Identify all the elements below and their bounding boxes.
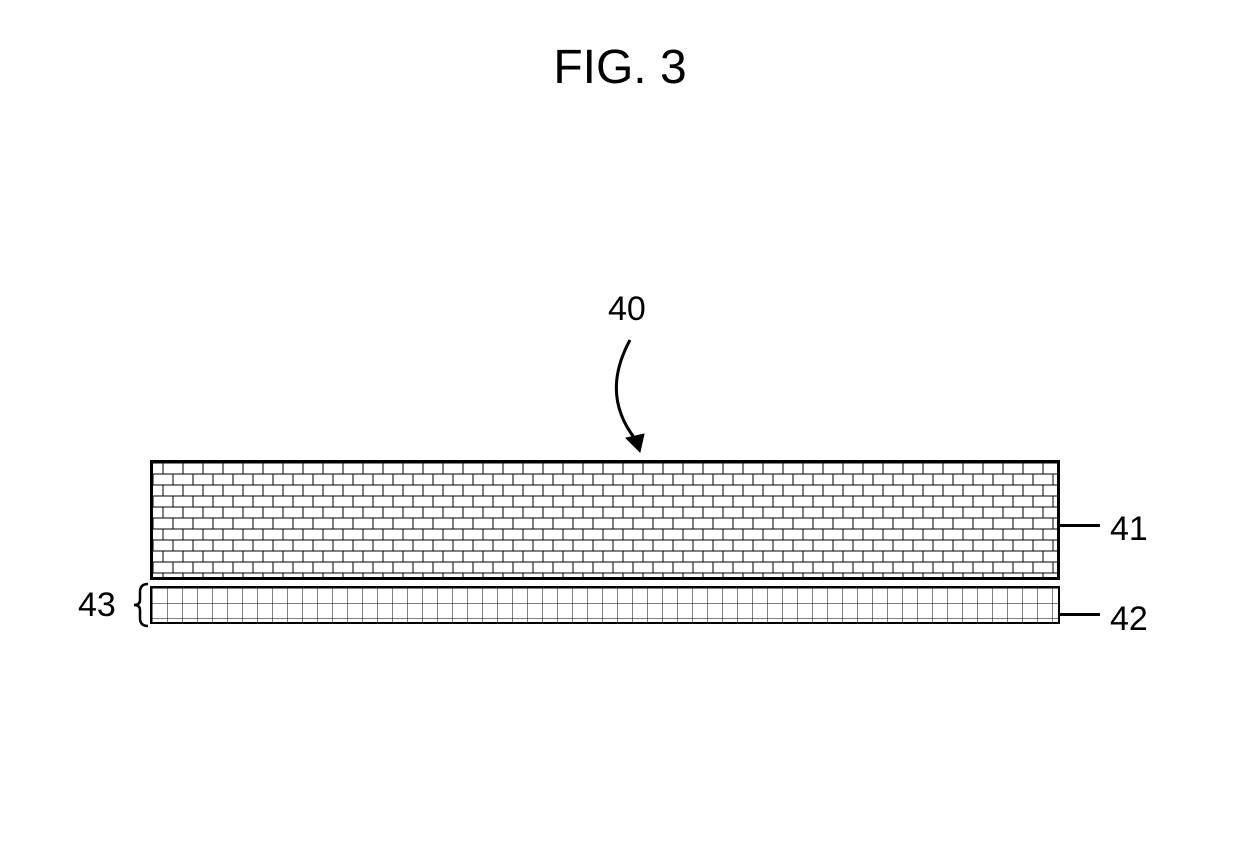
leader-41: [1060, 524, 1100, 527]
layer-41: [150, 460, 1060, 580]
leader-42: [1060, 613, 1100, 616]
label-41: 41: [1110, 510, 1148, 549]
assembly-arrow-path: [616, 340, 636, 440]
label-43: 43: [78, 586, 116, 625]
brace-43-path: [134, 584, 148, 626]
label-42: 42: [1110, 600, 1148, 639]
figure-title: FIG. 3: [0, 40, 1240, 95]
assembly-arrow: [0, 0, 1240, 862]
assembly-ref-label: 40: [608, 290, 646, 329]
layer-42: [150, 586, 1060, 624]
brace-43: [0, 0, 1240, 862]
assembly-arrow-head: [626, 434, 644, 452]
figure-canvas: FIG. 3 40 41 42 43: [0, 0, 1240, 862]
